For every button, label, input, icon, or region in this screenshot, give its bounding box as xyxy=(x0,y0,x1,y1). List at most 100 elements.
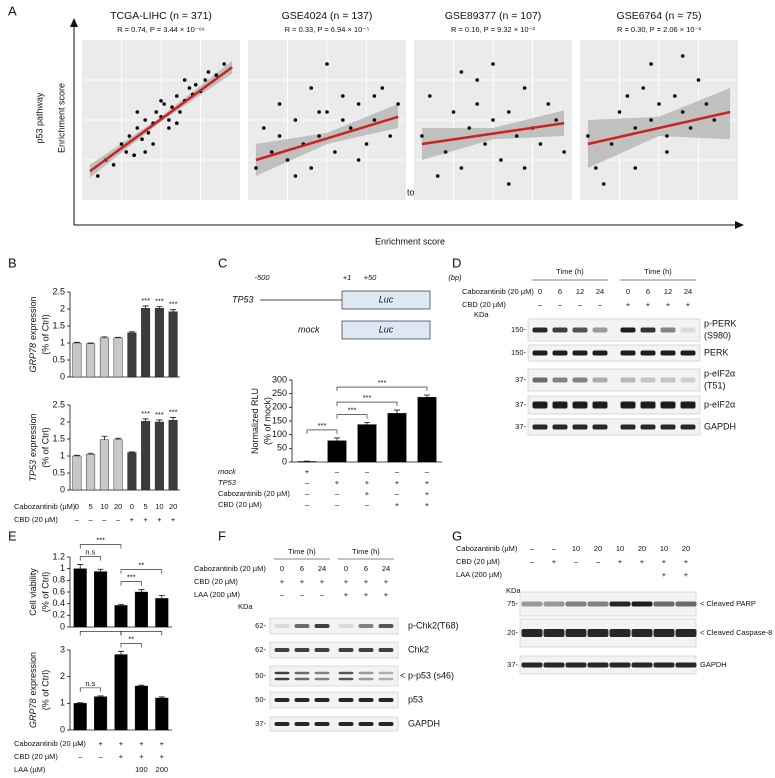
axis-title-unit: (% of Ctrl) xyxy=(40,572,50,613)
error-bar xyxy=(101,435,108,440)
point xyxy=(364,142,369,146)
row-cell: + xyxy=(364,577,369,586)
blot-band xyxy=(543,629,565,637)
point xyxy=(356,102,361,106)
blot-band xyxy=(552,424,568,430)
position-label: -500 xyxy=(254,273,270,282)
row-label: mock xyxy=(218,467,237,476)
blot-band xyxy=(640,377,656,383)
y-tick-label: 2 xyxy=(60,303,65,313)
y-tick-label: 1.5 xyxy=(52,320,65,330)
panel-label: F xyxy=(218,528,226,543)
axis-title: Response to ER stress xyxy=(364,187,457,197)
y-tick-label: 0 xyxy=(60,621,65,631)
row-cell: – xyxy=(530,544,535,553)
bar xyxy=(94,696,108,731)
point xyxy=(124,150,129,154)
row-cell: – xyxy=(335,500,340,509)
bar xyxy=(417,397,437,463)
blot-band xyxy=(358,698,374,702)
blot-band xyxy=(572,401,588,409)
blot-band xyxy=(587,629,609,637)
bar xyxy=(357,424,377,463)
row-cell: – xyxy=(305,489,310,498)
significance: *** xyxy=(348,406,357,415)
y-tick-label: 1.5 xyxy=(52,433,65,443)
blot-band xyxy=(378,671,394,675)
row-cell: 20 xyxy=(114,502,122,511)
significance-bracket xyxy=(79,544,122,549)
blot-strip xyxy=(527,344,701,362)
row-cell: + xyxy=(320,577,325,586)
row-label: CBD (20 µM) xyxy=(14,515,58,524)
panel-label: A xyxy=(8,3,17,18)
marker: 37- xyxy=(515,400,526,409)
y-tick-label: 0.2 xyxy=(52,610,65,620)
blot-band xyxy=(294,648,310,652)
row-cell: + xyxy=(300,577,305,586)
point xyxy=(633,166,638,170)
plot-stats: R = 0.74, P = 3.44 × 10⁻⁶⁶ xyxy=(117,25,205,34)
axis-title-unit: (% of Ctrl) xyxy=(40,314,50,355)
row-cell: + xyxy=(395,478,400,487)
point xyxy=(507,182,511,186)
blot-band xyxy=(620,350,636,356)
significance-bracket xyxy=(336,401,398,407)
point xyxy=(601,182,606,186)
point xyxy=(507,110,511,114)
axis-title-text: expression xyxy=(28,652,38,696)
point xyxy=(491,118,495,122)
row-cell: 0 xyxy=(344,564,348,573)
blot-band xyxy=(640,401,656,409)
row-cell: + xyxy=(160,739,165,748)
row-cell: + xyxy=(98,739,103,748)
axis-title-gene: GRP78 xyxy=(28,699,38,729)
significance: *** xyxy=(96,622,105,631)
row-cell: + xyxy=(618,557,623,566)
blot-band xyxy=(680,424,696,430)
y-tick-label: 0.8 xyxy=(52,575,65,585)
row-label: Cabozantinib (µM) xyxy=(456,544,518,553)
row-cell: + xyxy=(344,590,349,599)
row-cell: – xyxy=(75,515,80,524)
axis-title: GRP78 expression xyxy=(28,296,38,372)
axis-title-text: Cell viability xyxy=(28,568,38,616)
blot-band xyxy=(338,677,354,681)
point xyxy=(609,142,614,146)
axis-title: GRP78 expression xyxy=(28,652,38,728)
fit-line xyxy=(587,110,731,146)
row-label: LAA (200 µM) xyxy=(194,590,241,599)
blot-band xyxy=(620,424,636,430)
row-cell: + xyxy=(684,557,689,566)
y-tick-label: 1 xyxy=(60,450,65,460)
blot-band xyxy=(552,327,568,333)
significance: ** xyxy=(128,634,134,643)
row-cell: + xyxy=(662,570,667,579)
blot-band xyxy=(620,401,636,409)
blot-band xyxy=(314,677,330,681)
band-label: GAPDH xyxy=(408,718,440,728)
point xyxy=(538,142,543,146)
panel-label: B xyxy=(8,255,17,270)
row-cell: + xyxy=(139,739,144,748)
blot-band xyxy=(294,722,310,726)
blot-band xyxy=(565,662,587,668)
y-tick-label: 0 xyxy=(60,371,65,381)
blot-band xyxy=(680,350,696,356)
row-label: LAA (µM) xyxy=(14,765,46,774)
marker: 20- xyxy=(507,628,518,637)
row-cell: 5 xyxy=(89,502,93,511)
y-tick-label: 2 xyxy=(60,416,65,426)
point xyxy=(554,118,558,122)
blot-band xyxy=(675,601,697,607)
blot-strip xyxy=(527,395,701,415)
blot-strip xyxy=(269,691,399,709)
error-bar xyxy=(158,696,165,698)
error-bar xyxy=(158,595,165,599)
row-cell: + xyxy=(139,752,144,761)
blot-band xyxy=(274,722,290,726)
significance: *** xyxy=(141,409,150,418)
axis-title-gene: TP53 xyxy=(28,460,38,482)
blot-strip xyxy=(527,368,701,392)
row-cell: + xyxy=(626,300,631,309)
